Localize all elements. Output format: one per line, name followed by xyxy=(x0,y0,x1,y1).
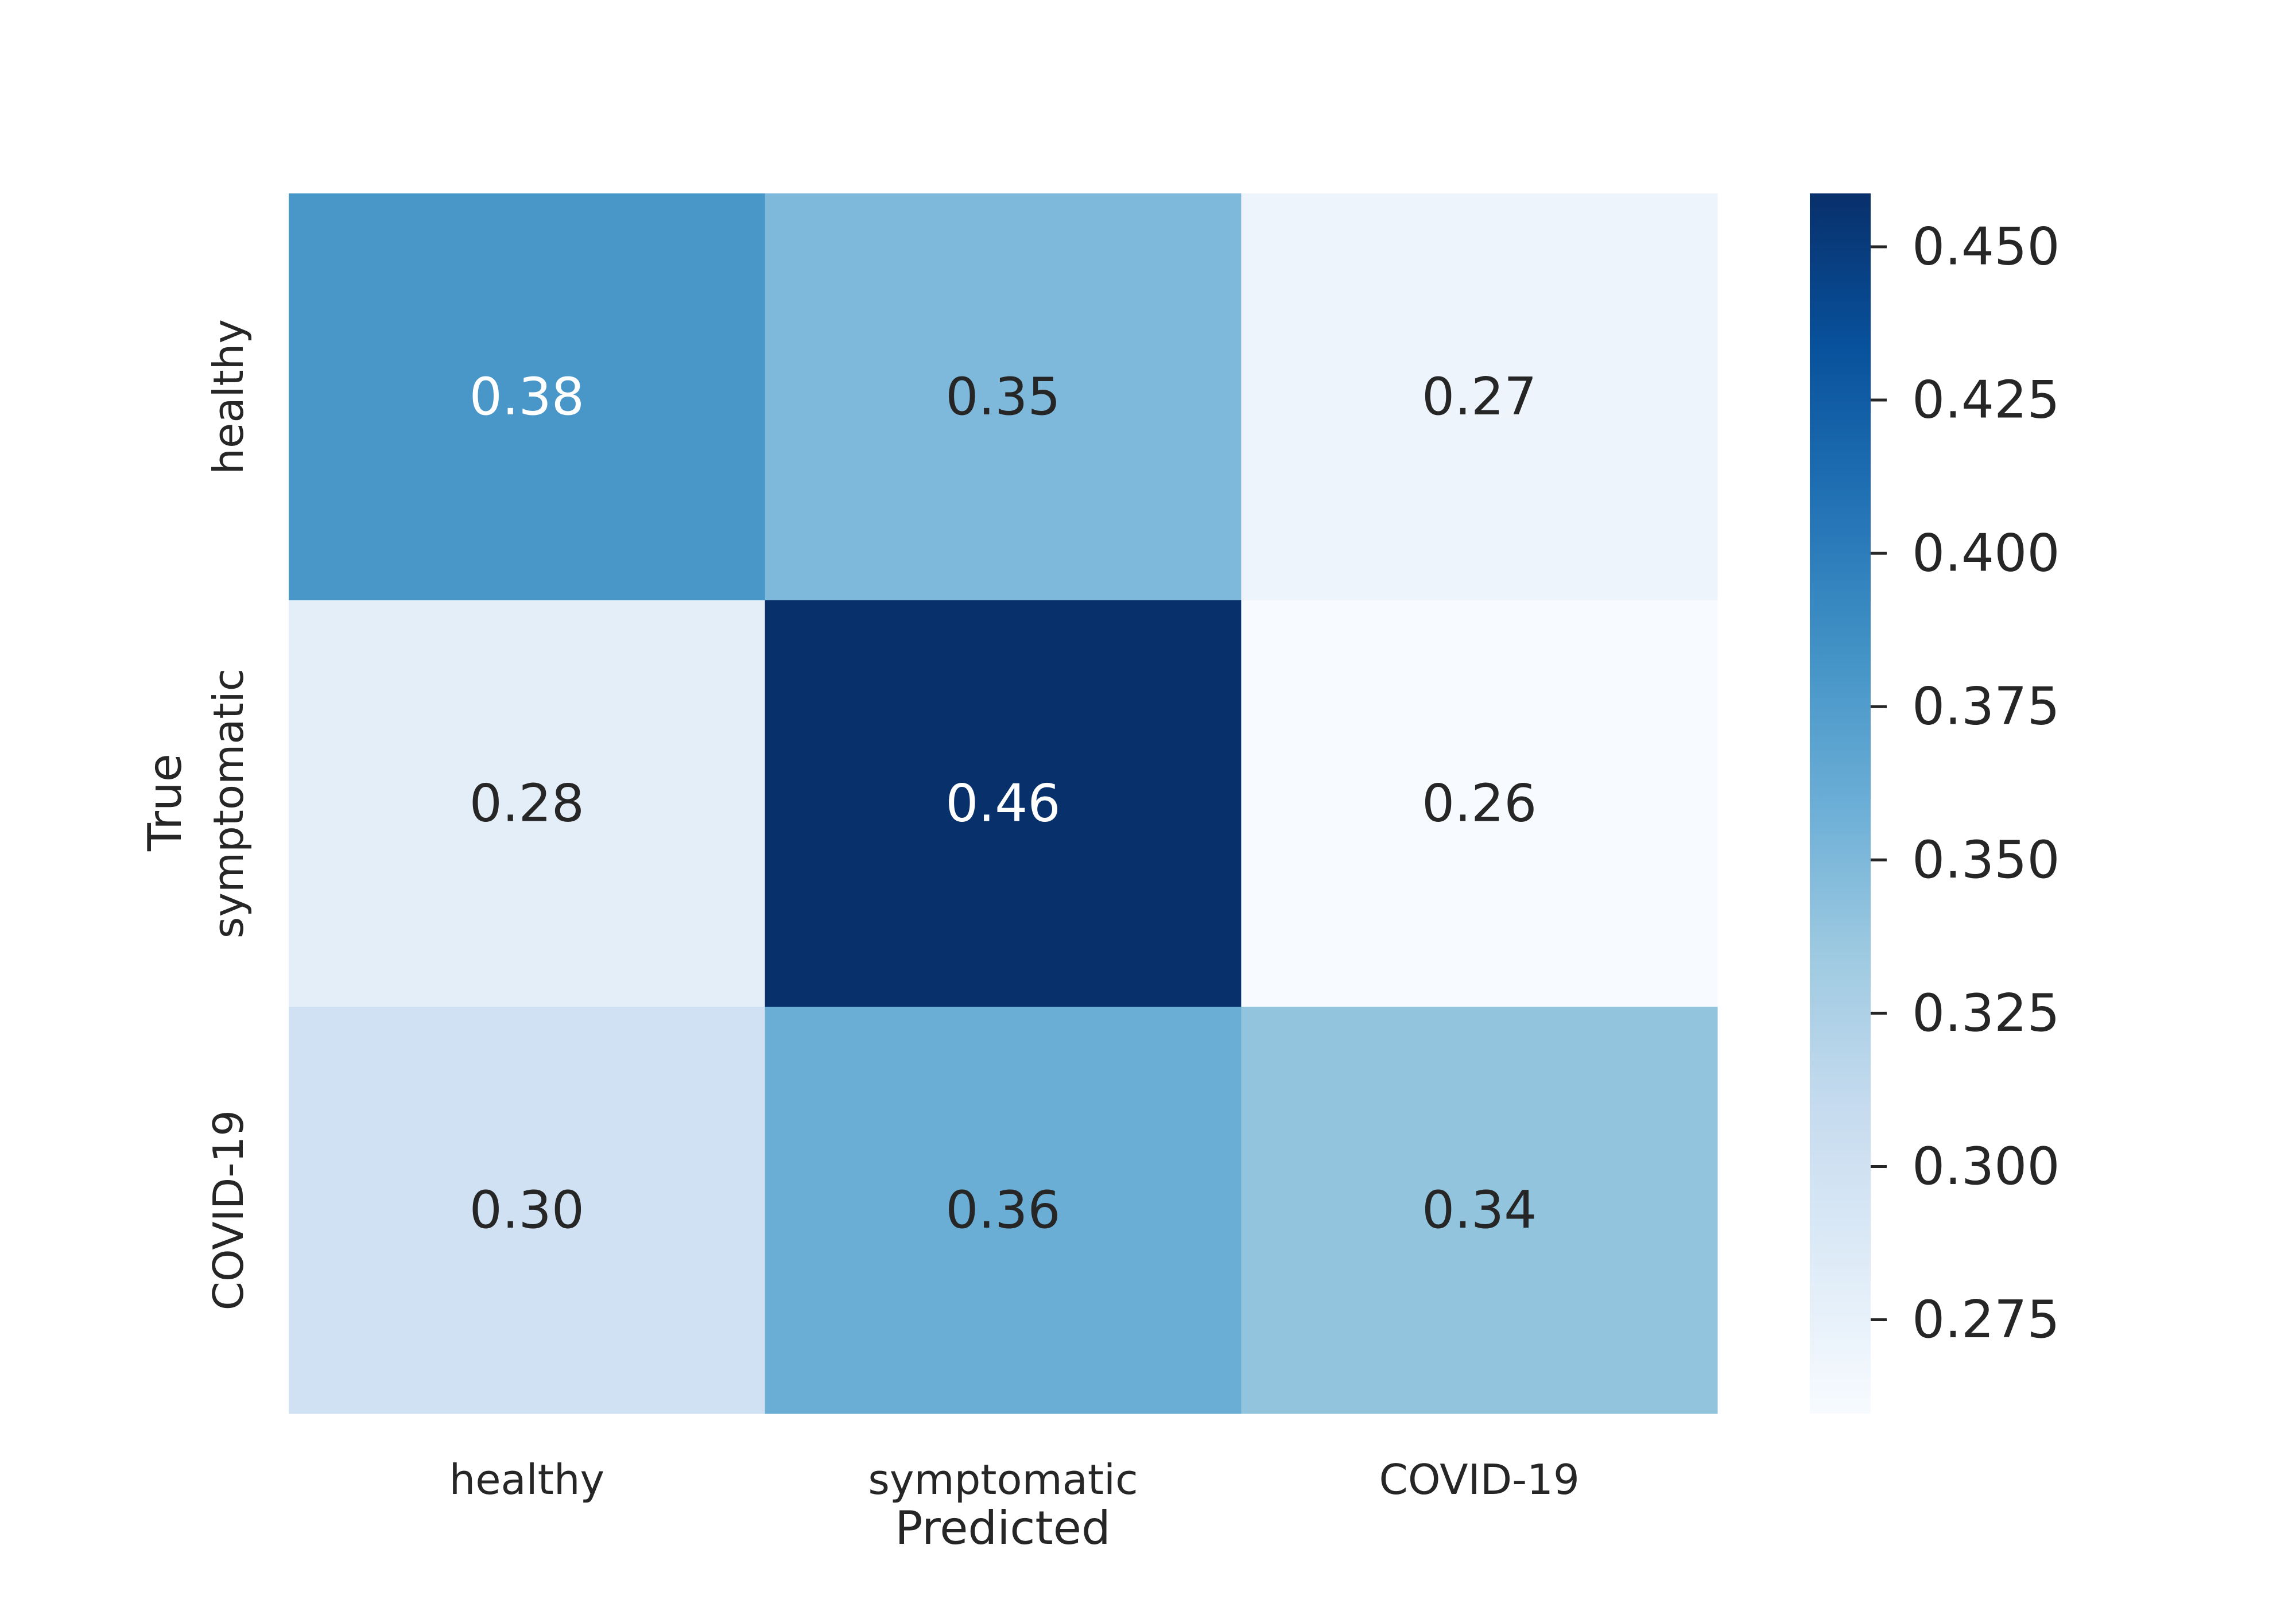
colorbar-tick-label: 0.400 xyxy=(1912,523,2060,584)
cell-value-label: 0.30 xyxy=(470,1180,584,1240)
y-axis-label: True xyxy=(138,754,192,852)
heatmap-cell-labels: 0.38 0.35 0.27 0.28 0.46 0.26 0.30 0.36 0.34 xyxy=(470,367,1537,1240)
y-tick-label: COVID-19 xyxy=(204,1110,253,1310)
x-tick-label: symptomatic xyxy=(868,1455,1138,1504)
cell-value-label: 0.36 xyxy=(945,1180,1060,1240)
colorbar xyxy=(1810,193,1871,1414)
x-tick-labels: healthy symptomatic COVID-19 xyxy=(449,1455,1580,1504)
heatmap-cells xyxy=(289,193,1718,1414)
cell-value-label: 0.38 xyxy=(470,367,584,427)
colorbar-ticks: 0.275 0.300 0.325 0.350 0.375 0.400 0.425 0.450 xyxy=(1871,216,2060,1350)
cell-value-label: 0.27 xyxy=(1422,367,1537,427)
heatmap-cell xyxy=(289,193,766,601)
cell-value-label: 0.35 xyxy=(945,367,1060,427)
colorbar-tick-label: 0.325 xyxy=(1912,983,2060,1043)
heatmap-cell xyxy=(1241,1007,1718,1414)
x-tick-label: COVID-19 xyxy=(1379,1455,1580,1504)
cell-value-label: 0.34 xyxy=(1422,1180,1537,1240)
heatmap-cell xyxy=(1241,600,1718,1007)
y-tick-labels: healthy symptomatic COVID-19 xyxy=(204,319,253,1310)
x-axis-label: Predicted xyxy=(895,1501,1111,1555)
cell-value-label: 0.28 xyxy=(470,774,584,834)
colorbar-tick-label: 0.375 xyxy=(1912,677,2060,737)
y-tick-label: healthy xyxy=(204,319,253,475)
x-tick-label: healthy xyxy=(449,1455,605,1504)
heatmap-cell xyxy=(765,600,1242,1007)
colorbar-tick-label: 0.350 xyxy=(1912,830,2060,890)
colorbar-tick-label: 0.275 xyxy=(1912,1290,2060,1350)
heatmap-cell xyxy=(765,193,1242,601)
cell-value-label: 0.26 xyxy=(1422,774,1537,834)
heatmap-cell xyxy=(289,600,766,1007)
y-tick-label: symptomatic xyxy=(204,669,253,938)
cell-value-label: 0.46 xyxy=(945,774,1060,834)
colorbar-tick-label: 0.450 xyxy=(1912,216,2060,277)
heatmap-cell xyxy=(765,1007,1242,1414)
colorbar-tick-label: 0.300 xyxy=(1912,1136,2060,1197)
colorbar-tick-label: 0.425 xyxy=(1912,370,2060,430)
heatmap-cell xyxy=(289,1007,766,1414)
heatmap-cell xyxy=(1241,193,1718,601)
